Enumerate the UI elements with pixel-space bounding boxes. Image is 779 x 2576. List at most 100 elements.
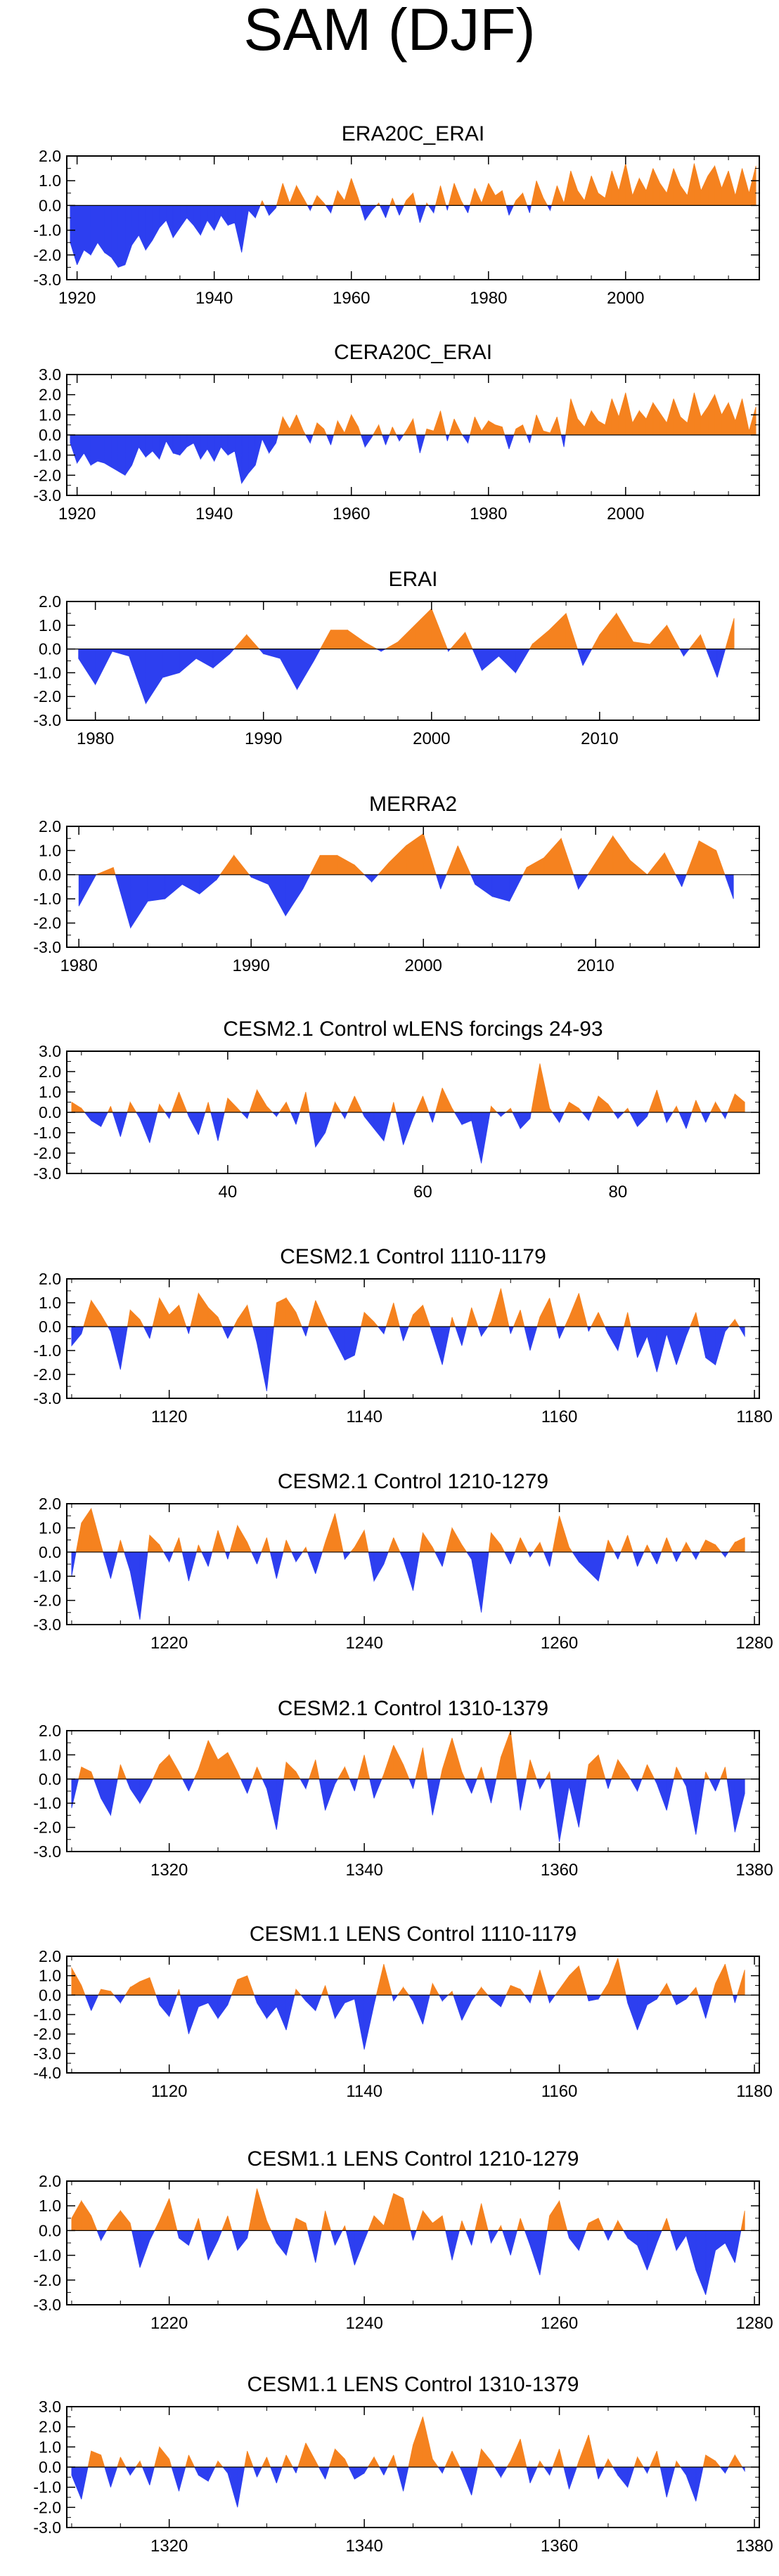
x-tick-label: 1140 — [346, 2082, 382, 2101]
y-tick-label: -3.0 — [33, 938, 61, 956]
chart-panel-5: CESM2.1 Control wLENS forcings 24-93 3.0 2… — [33, 1017, 760, 1202]
y-tick-label: -2.0 — [33, 914, 61, 932]
y-tick-label: 2.0 — [39, 1722, 61, 1740]
y-tick-label: 1.0 — [39, 2197, 61, 2215]
x-tick-label: 1340 — [345, 2537, 382, 2556]
y-tick-label: 3.0 — [39, 365, 61, 384]
positive-area — [96, 833, 726, 876]
y-tick-label: -3.0 — [33, 1842, 61, 1861]
y-tick-label: -1.0 — [33, 2246, 61, 2265]
chart-panel-2: CERA20C_ERAI 3.0 2.01.0 0.0 -1.0 -2.0 -3.01920… — [33, 341, 760, 523]
y-tick-label: 0.0 — [39, 1543, 61, 1561]
x-tick-label: 2000 — [607, 505, 644, 523]
positive-area — [71, 1958, 745, 1996]
x-tick-label: 1990 — [245, 729, 282, 748]
y-tick-label: -2.0 — [33, 2025, 61, 2043]
y-tick-label: 0.0 — [39, 1318, 61, 1336]
y-tick-label: -3.0 — [33, 1389, 61, 1407]
x-tick-label: 1940 — [195, 505, 233, 523]
x-tick-label: 1320 — [150, 1861, 188, 1880]
x-tick-label: 1920 — [58, 505, 96, 523]
y-tick-label: -3.0 — [33, 711, 61, 729]
negative-area — [84, 1112, 728, 1164]
negative-area — [84, 1994, 738, 2050]
x-tick-label: 1160 — [541, 1407, 578, 1426]
negative-area — [70, 434, 566, 485]
x-tick-label: 1260 — [541, 2314, 578, 2333]
x-tick-label: 2000 — [405, 956, 442, 975]
y-tick-label: 2.0 — [39, 1495, 61, 1513]
panel-title: CESM1.1 LENS Control 1210-1279 — [247, 2147, 579, 2171]
y-tick-label: 1.0 — [39, 1083, 61, 1101]
x-tick-label: 2000 — [413, 729, 450, 748]
negative-area — [71, 1326, 745, 1391]
y-tick-label: 2.0 — [39, 592, 61, 611]
y-tick-label: 1.0 — [39, 2438, 61, 2456]
y-tick-label: 2.0 — [39, 817, 61, 835]
y-tick-label: 1.0 — [39, 405, 61, 424]
x-tick-label: 1980 — [470, 289, 507, 308]
y-tick-label: -1.0 — [33, 1341, 61, 1360]
y-tick-label: -3.0 — [33, 2044, 61, 2062]
positive-area — [75, 1507, 745, 1553]
y-tick-label: 2.0 — [39, 386, 61, 404]
y-tick-label: 1.0 — [39, 1967, 61, 1985]
negative-area — [70, 205, 553, 268]
chart-panel-6: CESM2.1 Control 1110-1179 2.0 1.0 0.0 -1.0 -2… — [33, 1245, 773, 1426]
y-tick-label: 1.0 — [39, 841, 61, 859]
chart-panel-7: CESM2.1 Control 1210-1279 2.0 1.0 0.0 -1.0 -2… — [33, 1470, 773, 1653]
x-tick-label: 1380 — [735, 1861, 773, 1880]
x-tick-label: 1280 — [735, 2314, 773, 2333]
panel-title: CESM1.1 LENS Control 1310-1379 — [247, 2373, 579, 2396]
y-tick-label: 0.0 — [39, 866, 61, 884]
y-tick-label: 0.0 — [39, 426, 61, 444]
x-tick-label: 1340 — [345, 1861, 382, 1880]
y-tick-label: -1.0 — [33, 1567, 61, 1585]
y-tick-label: 0.0 — [39, 1986, 61, 2004]
y-tick-label: -1.0 — [33, 2478, 61, 2497]
y-tick-label: 2.0 — [39, 1270, 61, 1288]
x-tick-label: 1960 — [333, 505, 370, 523]
y-tick-label: -3.0 — [33, 2296, 61, 2314]
x-tick-label: 2010 — [581, 729, 618, 748]
y-tick-label: -2.0 — [33, 687, 61, 705]
y-tick-label: 0.0 — [39, 1103, 61, 1121]
chart-panel-10: CESM1.1 LENS Control 1210-1279 2.0 1.0 0.0 -… — [33, 2147, 773, 2333]
y-tick-label: -1.0 — [33, 663, 61, 682]
y-tick-label: -2.0 — [33, 466, 61, 484]
x-tick-label: 1120 — [151, 1407, 188, 1426]
x-tick-label: 1960 — [333, 289, 370, 308]
panel-title: CERA20C_ERAI — [334, 341, 492, 364]
panel-title: CESM2.1 Control wLENS forcings 24-93 — [223, 1017, 603, 1041]
y-tick-label: -1.0 — [33, 2005, 61, 2024]
x-tick-label: 60 — [413, 1183, 432, 1202]
x-tick-label: 1260 — [541, 1634, 578, 1653]
y-tick-label: 2.0 — [39, 2172, 61, 2190]
x-tick-label: 1920 — [58, 289, 96, 308]
y-tick-label: 1.0 — [39, 1294, 61, 1312]
y-tick-label: -1.0 — [33, 1124, 61, 1142]
x-tick-label: 40 — [219, 1183, 238, 1202]
x-tick-label: 1240 — [345, 2314, 382, 2333]
y-tick-label: -2.0 — [33, 2498, 61, 2516]
x-tick-label: 1320 — [150, 2537, 188, 2556]
x-tick-label: 1220 — [150, 1634, 188, 1653]
positive-area — [87, 2416, 743, 2468]
x-tick-label: 1980 — [470, 505, 507, 523]
y-tick-label: 0.0 — [39, 1770, 61, 1788]
negative-area — [71, 2466, 745, 2508]
x-tick-label: 1280 — [735, 1634, 773, 1653]
x-tick-label: 1160 — [541, 2082, 578, 2101]
x-tick-label: 80 — [608, 1183, 627, 1202]
y-tick-label: 1.0 — [39, 1518, 61, 1537]
positive-area — [71, 1063, 745, 1113]
x-tick-label: 1940 — [195, 289, 233, 308]
y-tick-label: -2.0 — [33, 246, 61, 264]
positive-area — [233, 608, 735, 649]
x-tick-label: 1140 — [346, 1407, 382, 1426]
y-tick-label: -2.0 — [33, 1819, 61, 1837]
x-tick-label: 1360 — [541, 1861, 578, 1880]
positive-area — [78, 1730, 728, 1780]
y-tick-label: -2.0 — [33, 1592, 61, 1610]
